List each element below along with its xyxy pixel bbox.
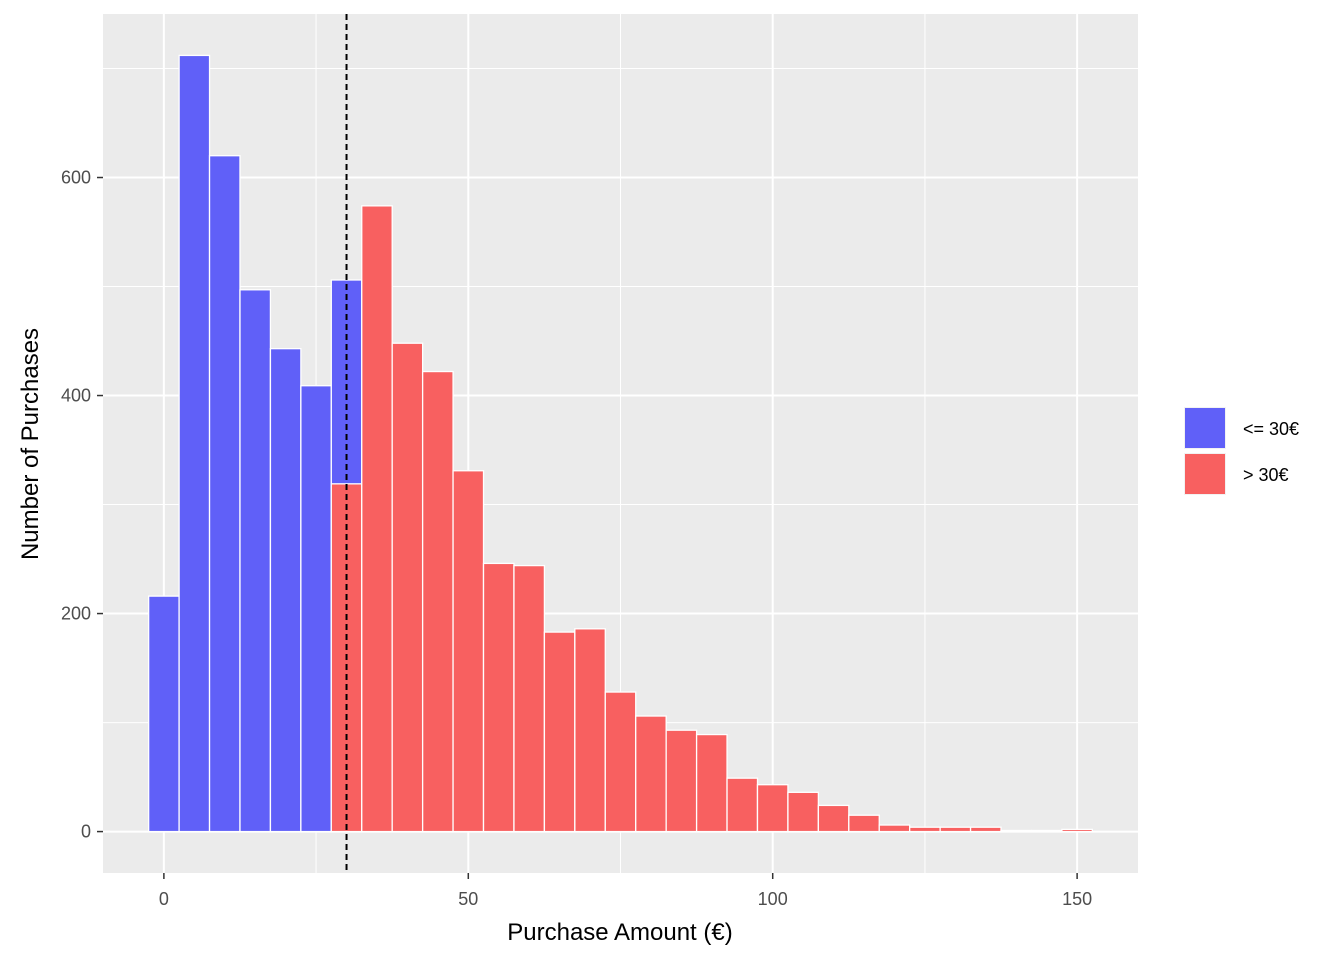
bar-gt-30 [1030, 829, 1063, 833]
bar-gt-30 [391, 342, 424, 833]
bar-gt-30 [726, 777, 759, 833]
bar-gt-30 [969, 826, 1002, 833]
bar-gt-30 [604, 691, 637, 833]
bar-gt-30 [756, 784, 789, 833]
legend-swatch-le-30 [1185, 408, 1225, 448]
bar-le-30 [208, 155, 241, 833]
bar-gt-30 [1061, 828, 1093, 833]
y-tick-label: 600 [61, 168, 91, 188]
bar-gt-30 [452, 470, 485, 833]
bar-le-30 [239, 289, 272, 833]
bar-gt-30 [665, 729, 698, 833]
legend-label: > 30€ [1243, 465, 1289, 485]
bar-le-30 [300, 385, 332, 833]
y-axis-ticks: 0 200 400 600 [61, 168, 103, 842]
x-axis-ticks: 0 50 100 150 [159, 873, 1092, 909]
bar-gt-30 [361, 205, 393, 833]
y-tick-label: 0 [81, 822, 91, 842]
bar-gt-30 [1000, 829, 1033, 833]
bar-gt-30 [695, 733, 728, 833]
bar-gt-30 [878, 824, 911, 833]
bar-gt-30 [787, 791, 820, 833]
x-tick-label: 50 [458, 889, 478, 909]
bar-gt-30 [543, 631, 576, 833]
x-tick-label: 100 [758, 889, 788, 909]
bar-gt-30 [817, 804, 850, 833]
bar-le-30 [178, 54, 211, 833]
bar-gt-30 [482, 562, 515, 833]
bar-gt-30 [421, 370, 454, 833]
y-tick-label: 400 [61, 386, 91, 406]
bar-gt-30 [513, 564, 546, 833]
bar-le-30 [148, 595, 180, 833]
bar-gt-30 [574, 628, 606, 833]
y-tick-label: 200 [61, 604, 91, 624]
bar-gt-30 [635, 715, 667, 833]
y-axis-title: Number of Purchases [17, 328, 44, 560]
legend: <= 30€ > 30€ [1184, 407, 1299, 495]
bar-le-30 [269, 348, 302, 833]
x-tick-label: 0 [159, 889, 169, 909]
bar-gt-30 [848, 814, 880, 833]
x-tick-label: 150 [1062, 889, 1092, 909]
x-axis-title: Purchase Amount (€) [507, 919, 732, 946]
legend-label: <= 30€ [1243, 419, 1299, 439]
legend-swatch-gt-30 [1185, 454, 1225, 494]
bar-gt-30 [939, 826, 972, 833]
bar-gt-30 [909, 826, 941, 833]
histogram-bars [148, 54, 1093, 833]
